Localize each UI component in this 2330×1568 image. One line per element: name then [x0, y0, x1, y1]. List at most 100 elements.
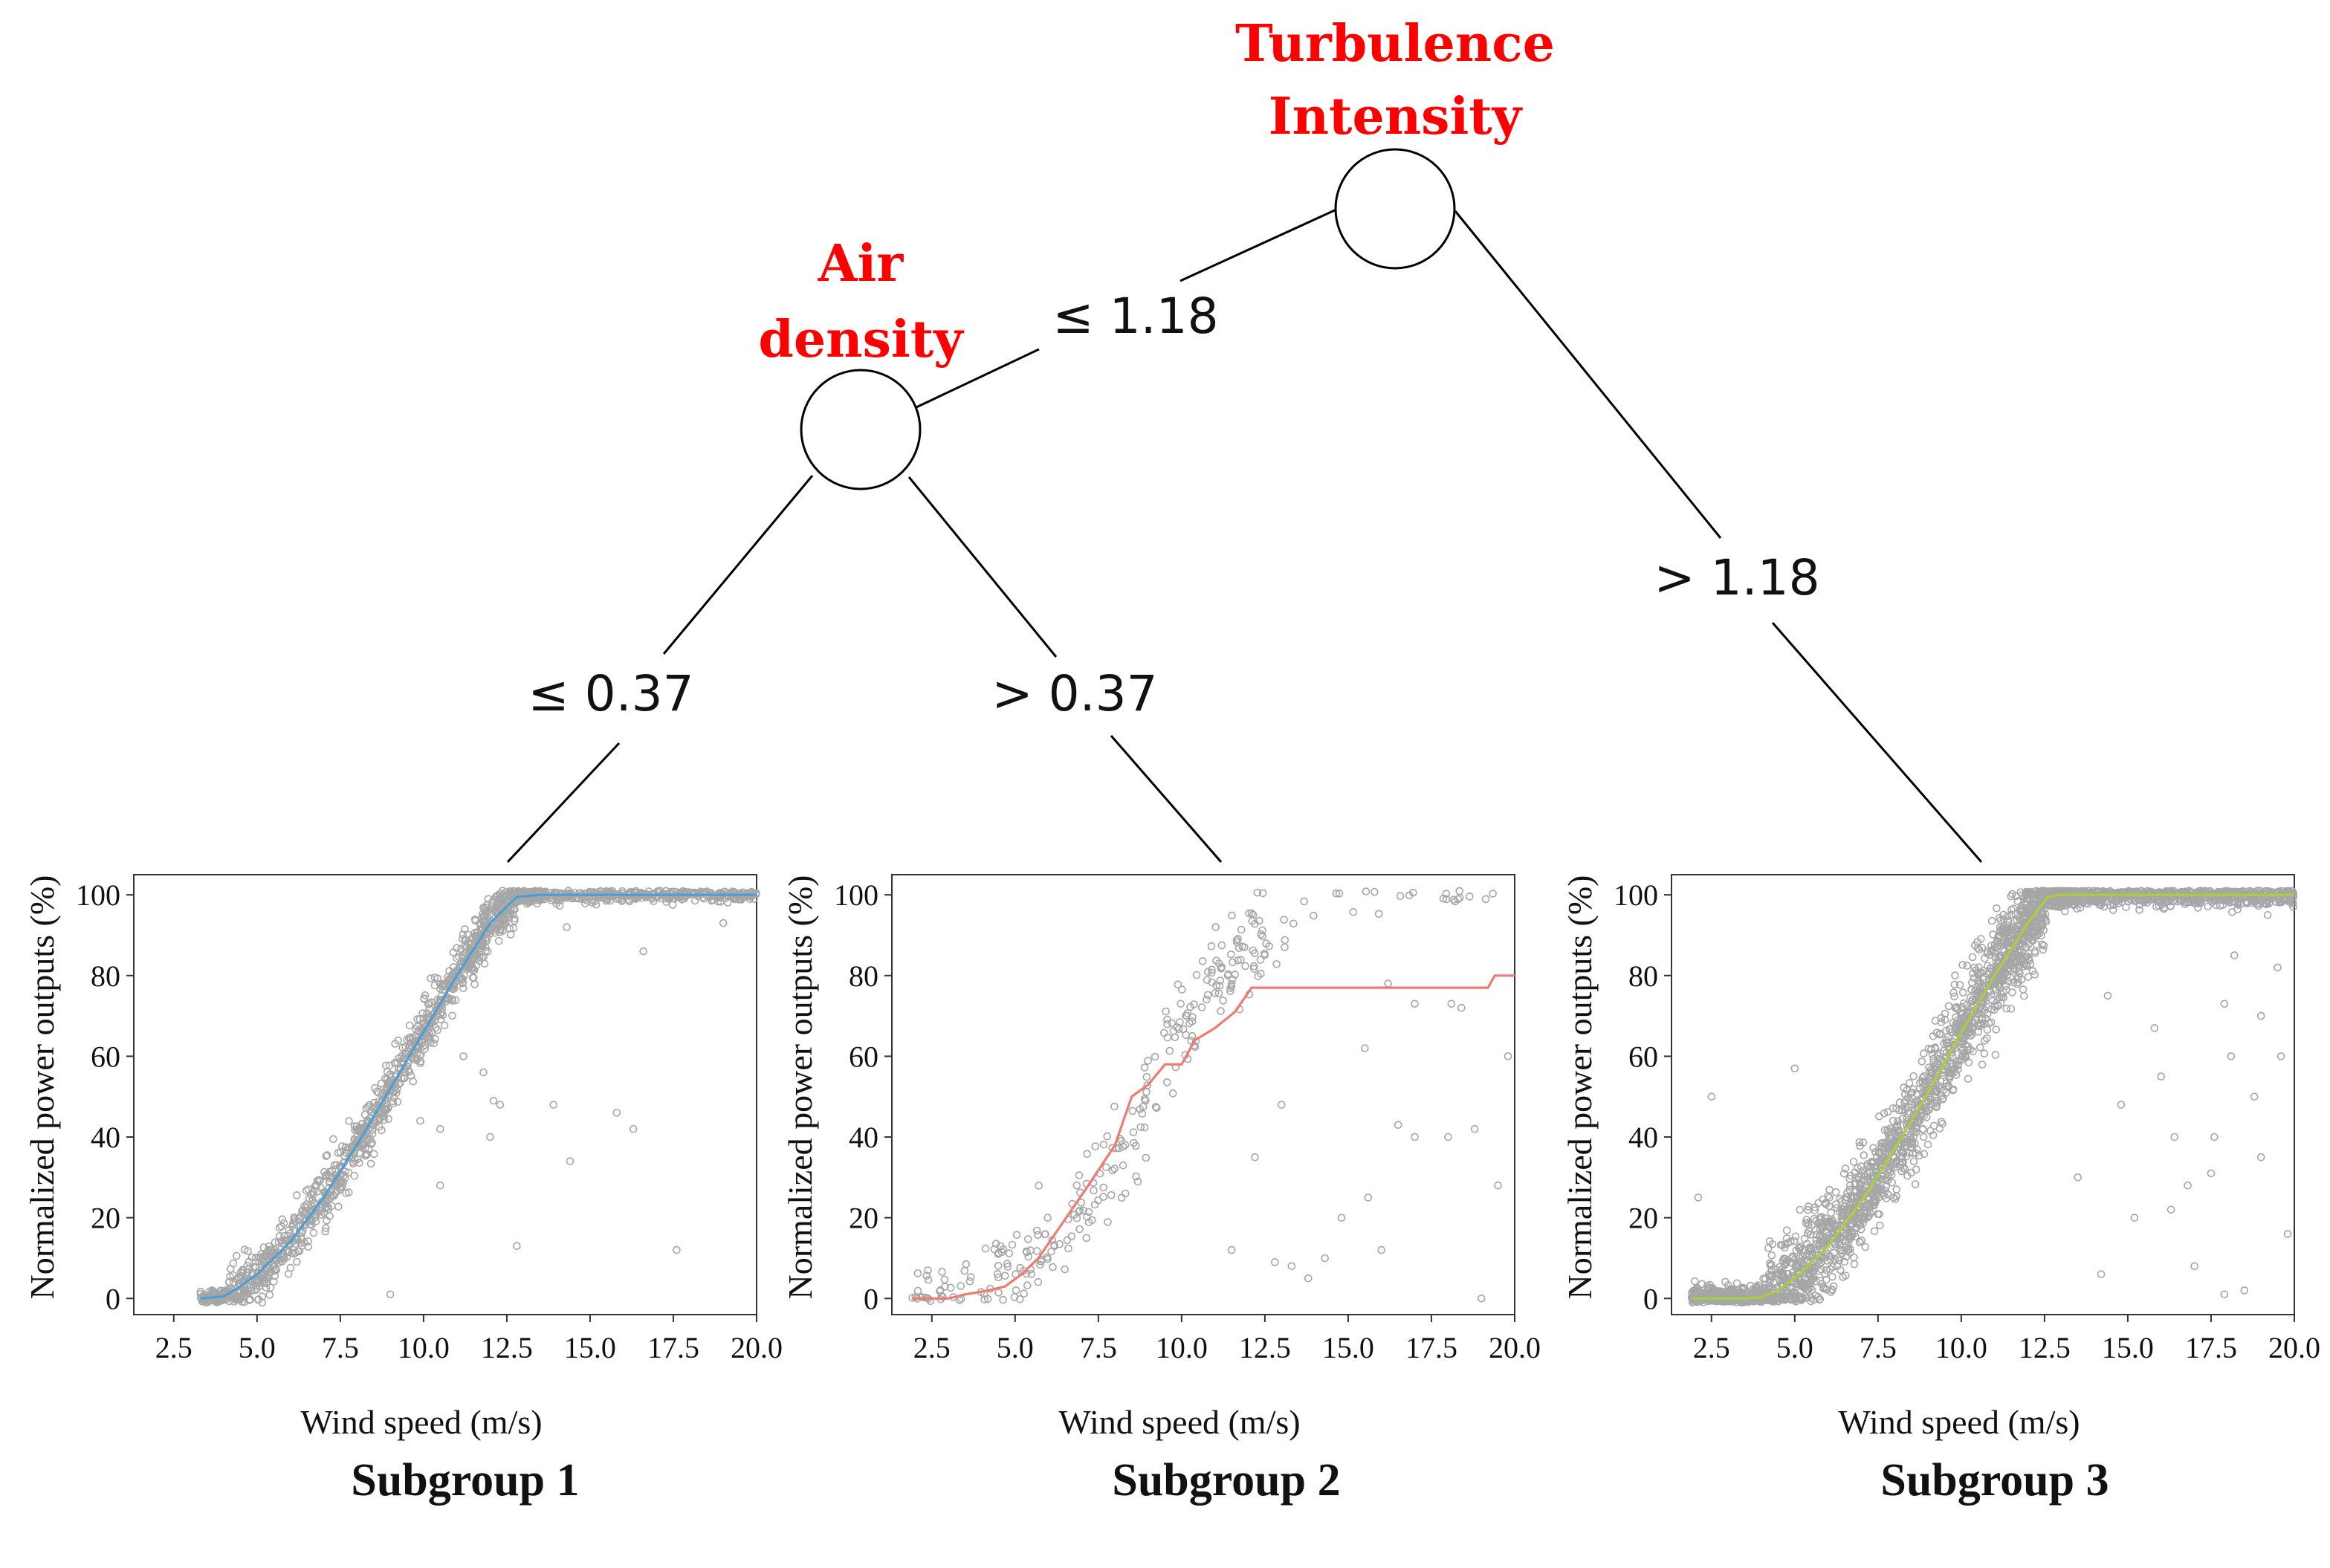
data-point: [251, 1263, 260, 1272]
data-point: [375, 1115, 384, 1124]
data-point: [330, 1161, 339, 1170]
data-point: [493, 919, 502, 927]
data-point: [1174, 980, 1182, 988]
data-point: [1043, 1253, 1052, 1262]
data-point: [326, 1212, 334, 1220]
root-label-line2: Intensity: [1269, 87, 1524, 146]
data-point: [323, 1151, 331, 1159]
data-point: [440, 1021, 449, 1030]
data-point: [311, 1204, 320, 1213]
x-tick-label: 15.0: [564, 1331, 616, 1364]
data-point: [1217, 1007, 1225, 1015]
data-point: [297, 1212, 305, 1220]
data-point: [696, 889, 705, 897]
outlier-point: [1504, 1052, 1512, 1060]
data-point: [473, 927, 482, 936]
data-point: [229, 1271, 238, 1280]
data-point: [1449, 895, 1458, 904]
data-point: [425, 999, 434, 1008]
data-point: [1261, 950, 1269, 959]
data-point: [1258, 889, 1267, 898]
data-point: [1258, 926, 1266, 935]
data-point: [1481, 895, 1490, 904]
data-point: [496, 899, 505, 907]
edge-root-right-lower: [1771, 622, 1983, 863]
data-point: [462, 936, 470, 945]
data-point: [1256, 956, 1265, 964]
data-point: [1142, 1096, 1150, 1105]
outlier-point: [1271, 1258, 1279, 1266]
data-point: [1795, 1254, 1804, 1263]
data-point: [1982, 1034, 1991, 1043]
data-point: [321, 1224, 330, 1232]
data-point: [459, 984, 467, 993]
data-point: [2135, 906, 2143, 914]
data-point: [420, 994, 429, 1002]
data-point: [1923, 1140, 1932, 1149]
data-point: [1227, 979, 1236, 988]
data-point: [1084, 1208, 1093, 1217]
outlier-point: [1411, 1000, 1419, 1008]
data-point: [1119, 1143, 1127, 1151]
outlier-point: [479, 1068, 488, 1077]
edge-label-root-right: > 1.18: [1654, 549, 1819, 606]
data-point: [991, 1240, 1000, 1248]
data-point: [259, 1279, 268, 1288]
edge-root-left-upper: [1179, 208, 1337, 282]
data-point: [350, 1171, 359, 1180]
data-point: [232, 1251, 241, 1260]
data-point: [362, 1104, 371, 1112]
outlier-point: [1470, 1124, 1479, 1133]
data-point: [1405, 891, 1414, 900]
outlier-point: [1304, 1274, 1313, 1283]
data-point: [1439, 894, 1448, 903]
data-point: [321, 1203, 329, 1212]
data-point: [1869, 1144, 1877, 1152]
data-point: [1767, 1251, 1776, 1260]
outlier-point: [549, 1101, 557, 1109]
data-point: [965, 1277, 974, 1286]
outlier-point: [1251, 1153, 1259, 1162]
outlier-point: [416, 1117, 424, 1125]
data-point: [716, 898, 725, 906]
outlier-point: [1321, 1254, 1329, 1263]
data-point: [685, 890, 693, 898]
data-point: [433, 995, 442, 1004]
data-point: [278, 1215, 287, 1223]
data-point: [1272, 960, 1281, 968]
data-point: [1185, 1019, 1194, 1028]
data-point: [1362, 887, 1371, 895]
outlier-point: [1287, 1262, 1296, 1271]
data-point: [1214, 989, 1223, 998]
fitted-curve: [911, 974, 1515, 1300]
x-tick-label: 20.0: [1489, 1331, 1541, 1364]
data-point: [1140, 1123, 1149, 1132]
data-point: [1228, 911, 1236, 920]
data-point: [575, 889, 583, 898]
data-point: [1281, 943, 1289, 951]
data-point: [716, 889, 725, 898]
data-point: [913, 1269, 922, 1277]
data-point: [262, 1275, 271, 1284]
data-point: [342, 1189, 350, 1197]
data-point: [255, 1279, 264, 1287]
y-tick-label: 20: [849, 1202, 878, 1235]
data-point: [478, 953, 486, 962]
data-point: [266, 1247, 275, 1255]
x-tick-label: 5.0: [997, 1331, 1034, 1364]
data-point: [279, 1253, 288, 1261]
data-point: [1024, 1252, 1032, 1261]
outlier-point: [436, 1124, 444, 1133]
root-node: [1334, 148, 1456, 270]
data-point: [321, 1172, 330, 1181]
data-point: [357, 1120, 366, 1128]
outlier-point: [1227, 1245, 1236, 1254]
data-point: [1828, 1263, 1837, 1271]
data-point: [1174, 1025, 1183, 1033]
data-point: [993, 1270, 1002, 1278]
outlier-point: [1411, 1133, 1419, 1141]
data-point: [366, 1135, 375, 1144]
data-point: [455, 953, 463, 961]
data-point: [458, 935, 467, 943]
data-point: [1197, 1003, 1206, 1011]
